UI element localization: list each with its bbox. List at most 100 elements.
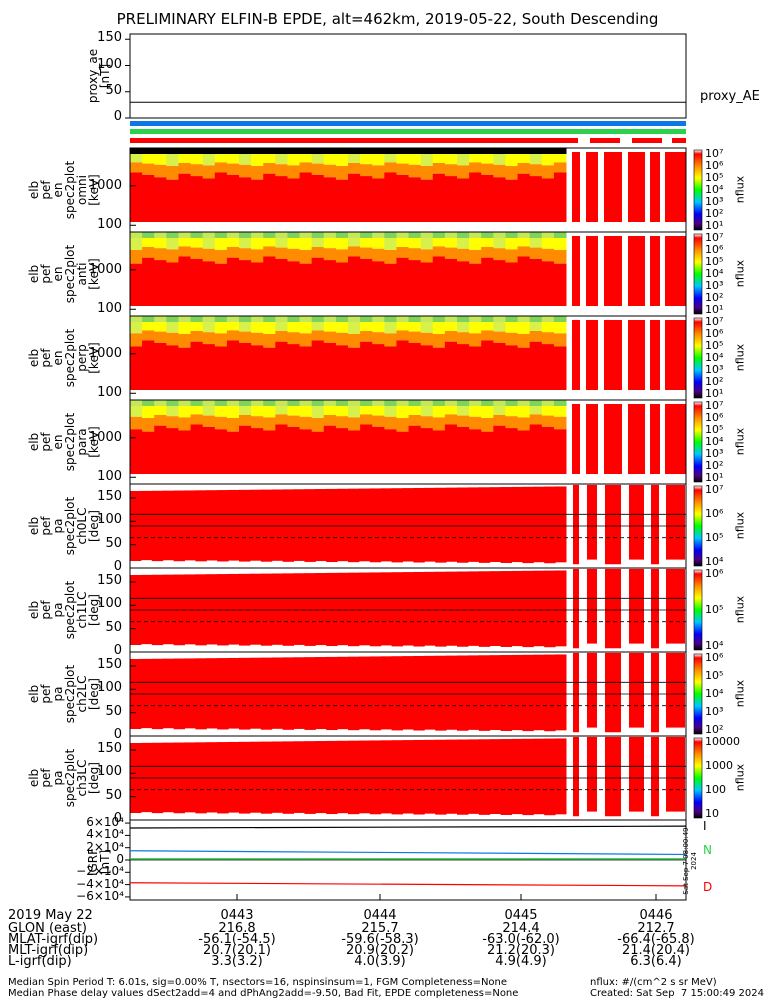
energy-panel-3-cell [335,406,349,417]
igrf-ytick-label: −2×10⁴ [76,864,124,879]
energy-panel-2-cell [457,316,470,322]
pa-panel-1-cell [206,574,218,645]
pa-panel-2-cell [478,655,491,731]
pa-panel-1-cell [651,568,659,649]
energy-panel-3-cell [628,404,645,474]
energy-panel-2-colorbar-tick: 10⁵ [705,339,724,352]
energy-panel-1-cell [226,247,240,258]
energy-panel-0-cell [190,154,204,165]
energy-panel-0-cell [420,179,434,222]
energy-panel-1-cell [287,238,301,249]
pa-panel-3-cell [629,736,644,812]
energy-panel-2-cell [214,333,228,347]
energy-panel-3-cell [348,406,361,418]
plot-title: PRELIMINARY ELFIN-B EPDE, alt=462km, 201… [116,10,659,28]
energy-panel-0-cell [311,174,325,222]
energy-panel-0-cell [432,173,446,222]
energy-panel-0-cell [384,162,397,173]
energy-panel-2-cell [372,344,385,390]
footer-note-1: Median Spin Period T: 6.01s, sig=0.00% T… [8,977,508,988]
energy-panel-0-cell [469,154,482,163]
energy-panel-1-cell [178,232,192,238]
energy-panel-3-cell [239,400,252,406]
energy-panel-1-cell [469,250,482,264]
energy-panel-0-colorbar-tick: 10¹ [705,219,724,232]
energy-panel-2-cell [335,316,349,322]
energy-panel-1-cell [360,232,373,238]
energy-panel-2-cell [505,345,519,390]
energy-panel-0-cell [287,165,301,179]
energy-panel-3-cell [154,415,167,426]
energy-panel-2-cell [372,322,385,333]
energy-panel-3-cell [517,406,531,418]
energy-panel-3-cell [214,406,228,417]
energy-panel-1-cell [275,258,288,306]
proxy-ae-legend: proxy_AE [700,89,760,104]
energy-panel-0-cell [517,148,531,154]
energy-panel-3-colorbar [693,401,703,483]
pa-panel-1-cell [489,571,502,646]
igrf-legend-N: N [703,843,712,857]
energy-panel-2-cell [335,322,349,333]
pa-panel-2-cell [282,657,294,730]
pa-panel-0-colorbar-tick: 10⁵ [705,531,724,544]
energy-panel-0-cell [396,163,410,175]
energy-panel-1-cell [553,263,567,306]
energy-panel-3-cell [239,415,252,426]
energy-panel-1-cell [190,247,204,259]
pa-panel-2-cell [666,652,685,728]
pa-panel-3-colorbar-tick: 1000 [705,759,733,772]
energy-panel-0-cell [420,166,434,180]
energy-panel-1-cell [408,238,422,249]
energy-panel-3-cell [299,400,313,406]
energy-panel-1-cell [541,261,555,306]
pa-panel-1-cell [228,573,240,645]
pa-panel-3-cell [500,739,512,815]
energy-panel-1-cell [505,249,519,263]
energy-panel-2-cell [226,340,240,390]
energy-panel-0-cell [299,154,313,163]
energy-panel-3-cell [299,429,313,474]
energy-panel-2-cell [323,342,337,390]
energy-panel-2-cell [311,340,325,390]
energy-panel-0-cell [360,148,373,154]
energy-panel-1-cell [275,247,288,259]
energy-panel-0-ytick-label: 1000 [88,177,122,193]
energy-panel-1-cell [408,232,422,238]
pa-panel-0-cell [666,484,685,560]
energy-panel-0-cell [323,154,337,165]
energy-panel-3-cell [275,400,288,406]
energy-panel-3-cell [517,400,531,406]
energy-panel-0-cell [457,178,470,222]
pa-panel-2-cell [522,654,534,732]
energy-panel-2-cell [493,342,506,390]
energy-panel-0-cell [505,166,519,180]
energy-panel-3-cell [360,424,373,474]
pa-panel-3-colorbar-tick: 10 [705,807,719,820]
ephemeris-cell: -66.4(-65.8) [617,932,695,947]
energy-panel-1-cell [493,238,506,249]
energy-panel-1-cell [348,256,361,306]
pa-panel-0-cell [402,488,414,562]
energy-panel-3-cell [384,406,397,417]
energy-panel-3-ytick-label: 100 [97,469,122,485]
energy-panel-1-cell [275,232,288,238]
energy-panel-3-colorbar-tick: 10⁵ [705,423,724,436]
energy-panel-2-cell [553,346,567,390]
energy-panel-1-cell [348,238,361,247]
energy-panel-0-cell [299,162,313,173]
energy-panel-2-cell [384,333,397,347]
pa-panel-2-cell [605,652,621,733]
pa-panel-3-cell [435,739,447,815]
pa-panel-0-cell [435,487,447,563]
energy-panel-2-cell [130,322,143,334]
pa-panel-2-colorbar-label: nflux [733,679,747,708]
energy-panel-0-cell [214,154,228,163]
energy-panel-1-cell [384,250,397,264]
energy-panel-3-cell [142,431,155,474]
energy-panel-2-cell [251,322,264,333]
pa-panel-2-colorbar-tick: 10⁴ [705,687,724,700]
energy-panel-3-cell [360,400,373,406]
energy-panel-3-cell [469,406,482,417]
energy-panel-2-cell [420,332,434,346]
